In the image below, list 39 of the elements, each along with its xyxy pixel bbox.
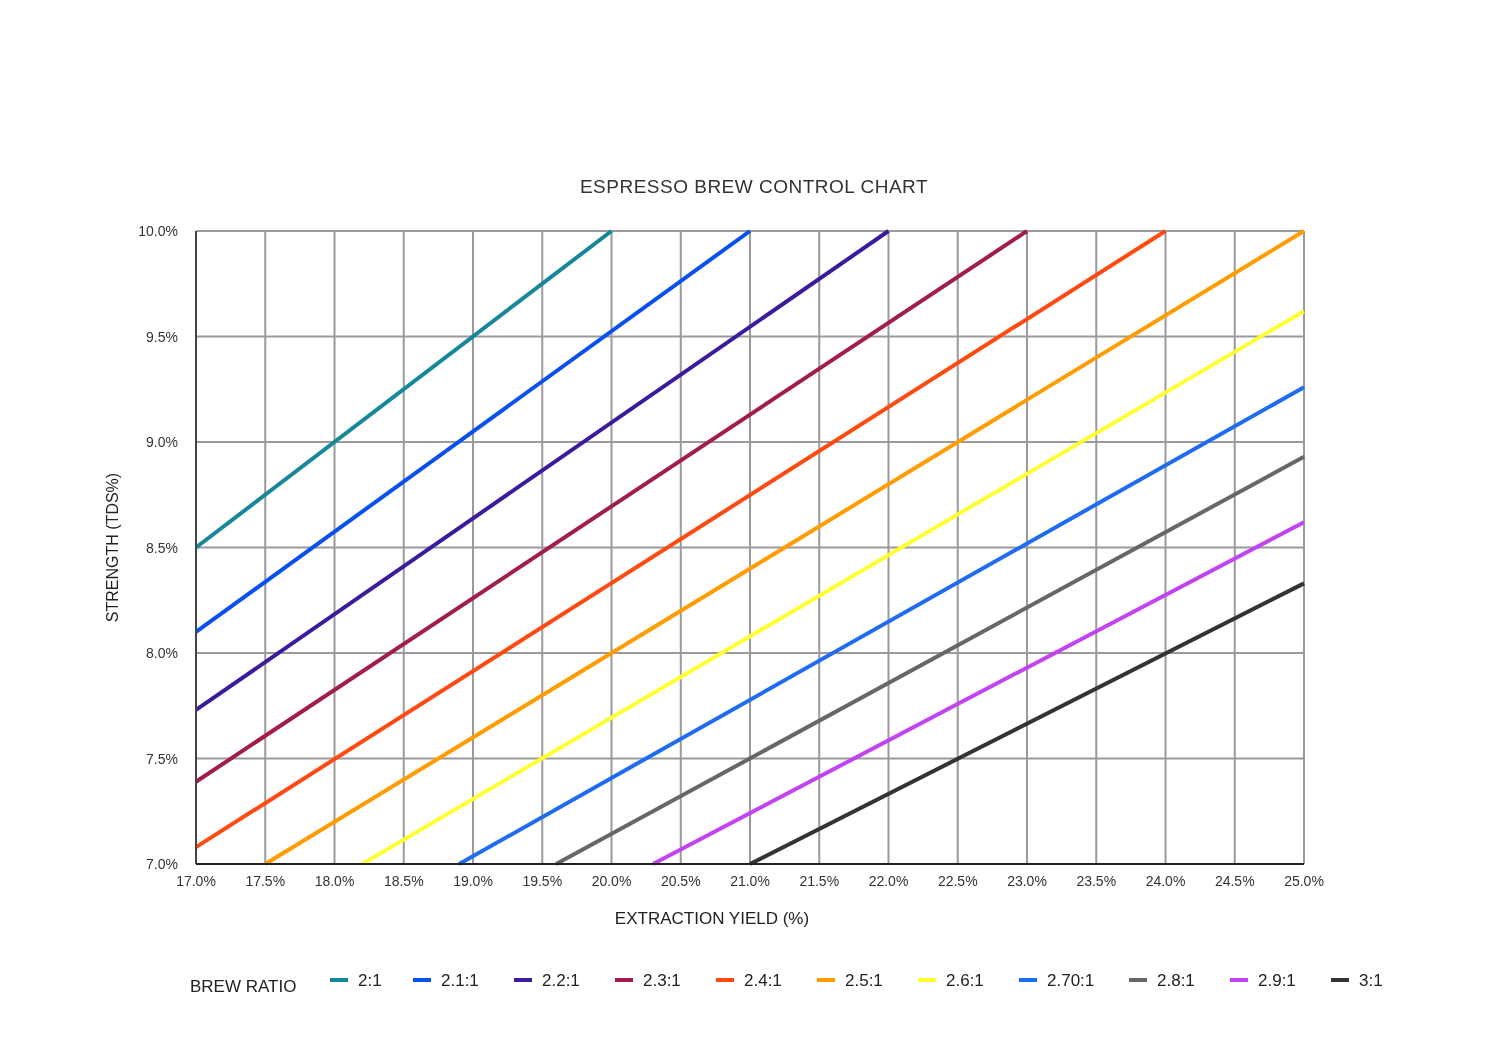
- x-tick-label: 17.0%: [176, 873, 216, 889]
- legend-label: 2.6:1: [946, 971, 984, 990]
- legend-title: BREW RATIO: [190, 977, 297, 996]
- y-tick-label: 8.0%: [146, 645, 178, 661]
- x-tick-label: 23.0%: [1007, 873, 1047, 889]
- y-axis-title: STRENGTH (TDS%): [104, 472, 121, 623]
- x-tick-label: 24.5%: [1214, 873, 1255, 889]
- y-tick-label: 10.0%: [138, 223, 178, 239]
- x-tick-label: 19.0%: [453, 873, 493, 889]
- legend-label: 2.4:1: [744, 971, 782, 990]
- y-tick-label: 8.5%: [146, 539, 178, 556]
- y-tick-label: 7.0%: [146, 856, 178, 872]
- x-tick-label: 21.0%: [730, 873, 770, 889]
- legend-label: 2.5:1: [845, 971, 883, 990]
- x-tick-label: 21.5%: [799, 873, 840, 889]
- x-tick-label: 22.5%: [937, 873, 978, 889]
- x-tick-label: 20.0%: [591, 873, 632, 889]
- y-tick-label: 9.5%: [146, 328, 178, 345]
- legend-label: 2.2:1: [542, 971, 580, 990]
- x-tick-label: 22.0%: [868, 873, 909, 889]
- x-tick-label: 24.0%: [1145, 873, 1186, 889]
- x-tick-label: 18.0%: [314, 873, 355, 889]
- chart-title: ESPRESSO BREW CONTROL CHART: [579, 176, 929, 197]
- y-tick-label: 7.5%: [146, 750, 178, 767]
- legend-label: 2.70:1: [1047, 971, 1095, 990]
- x-tick-label: 19.5%: [522, 873, 563, 889]
- legend-label: 2.9:1: [1258, 971, 1296, 990]
- y-tick-label: 9.0%: [146, 434, 178, 450]
- legend-label: 2.1:1: [441, 971, 479, 990]
- legend-label: 3:1: [1359, 971, 1383, 990]
- x-tick-label: 23.5%: [1076, 873, 1117, 889]
- x-tick-label: 17.5%: [245, 873, 286, 889]
- x-tick-label: 25.0%: [1284, 873, 1324, 889]
- legend-label: 2:1: [358, 971, 382, 990]
- x-axis-title: EXTRACTION YIELD (%): [614, 909, 810, 928]
- x-tick-label: 20.5%: [660, 873, 701, 889]
- legend-label: 2.3:1: [643, 971, 681, 990]
- x-tick-label: 18.5%: [383, 873, 424, 889]
- legend-label: 2.8:1: [1157, 971, 1195, 990]
